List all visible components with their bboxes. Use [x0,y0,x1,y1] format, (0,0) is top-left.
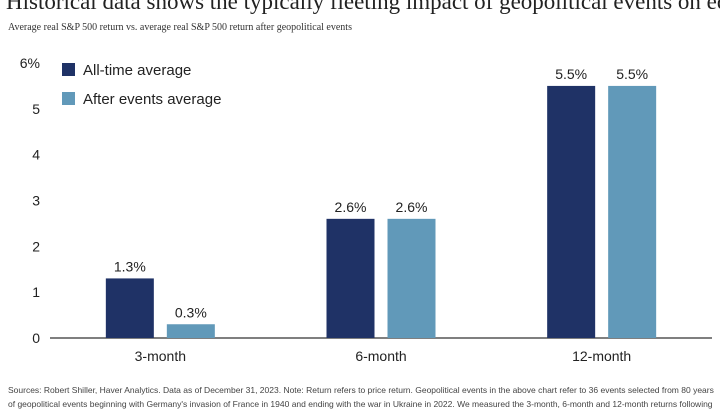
data-label: 5.5% [555,66,587,82]
legend-swatch [62,92,75,105]
chart-title: Historical data shows the typically flee… [6,0,720,14]
y-tick-label: 6% [20,55,40,71]
legend-entry: All-time average [83,62,191,79]
y-tick-label: 3 [32,193,40,209]
bar-all-time [547,85,596,339]
x-tick-label: 6-month [355,348,406,364]
y-tick-label: 2 [32,238,40,254]
source-note-line-1: Sources: Robert Shiller, Haver Analytics… [8,385,714,395]
bar-after-events [166,324,215,338]
y-tick-label: 0 [32,330,40,346]
y-tick-label: 5 [32,101,40,117]
data-label: 1.3% [114,258,146,274]
bar-after-events [387,218,436,338]
source-note-line-2: of geopolitical events beginning with Ge… [8,399,713,409]
bar-all-time [326,218,375,338]
x-tick-label: 12-month [572,348,631,364]
data-label: 5.5% [616,66,648,82]
x-tick-label: 3-month [135,348,186,364]
chart-subtitle: Average real S&P 500 return vs. average … [8,22,352,33]
data-label: 2.6% [335,199,367,215]
y-tick-label: 1 [32,284,40,300]
data-label: 0.3% [175,304,207,320]
y-tick-label: 4 [32,147,40,163]
bar-after-events [608,85,657,339]
bar-all-time [105,278,154,338]
legend-entry: After events average [83,91,221,108]
legend-swatch [62,63,75,76]
data-label: 2.6% [396,199,428,215]
